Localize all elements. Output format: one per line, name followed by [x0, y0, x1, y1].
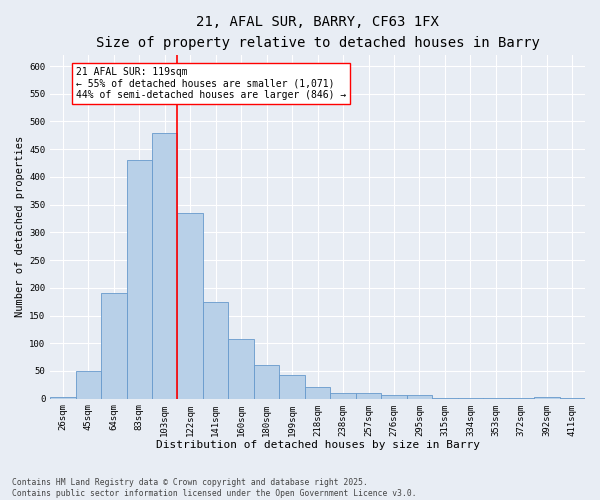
Y-axis label: Number of detached properties: Number of detached properties	[15, 136, 25, 318]
X-axis label: Distribution of detached houses by size in Barry: Distribution of detached houses by size …	[155, 440, 479, 450]
Bar	[152, 132, 178, 398]
Bar	[381, 395, 407, 398]
Bar	[101, 294, 127, 399]
Bar	[280, 376, 305, 398]
Bar	[229, 339, 254, 398]
Bar	[178, 213, 203, 398]
Bar	[76, 371, 101, 398]
Bar	[356, 393, 381, 398]
Bar	[127, 160, 152, 398]
Bar	[50, 397, 76, 398]
Bar	[331, 393, 356, 398]
Title: 21, AFAL SUR, BARRY, CF63 1FX
Size of property relative to detached houses in Ba: 21, AFAL SUR, BARRY, CF63 1FX Size of pr…	[95, 15, 539, 50]
Bar	[254, 366, 280, 398]
Bar	[203, 302, 229, 398]
Bar	[305, 386, 331, 398]
Text: 21 AFAL SUR: 119sqm
← 55% of detached houses are smaller (1,071)
44% of semi-det: 21 AFAL SUR: 119sqm ← 55% of detached ho…	[76, 67, 346, 100]
Bar	[534, 396, 560, 398]
Bar	[407, 396, 432, 398]
Text: Contains HM Land Registry data © Crown copyright and database right 2025.
Contai: Contains HM Land Registry data © Crown c…	[12, 478, 416, 498]
